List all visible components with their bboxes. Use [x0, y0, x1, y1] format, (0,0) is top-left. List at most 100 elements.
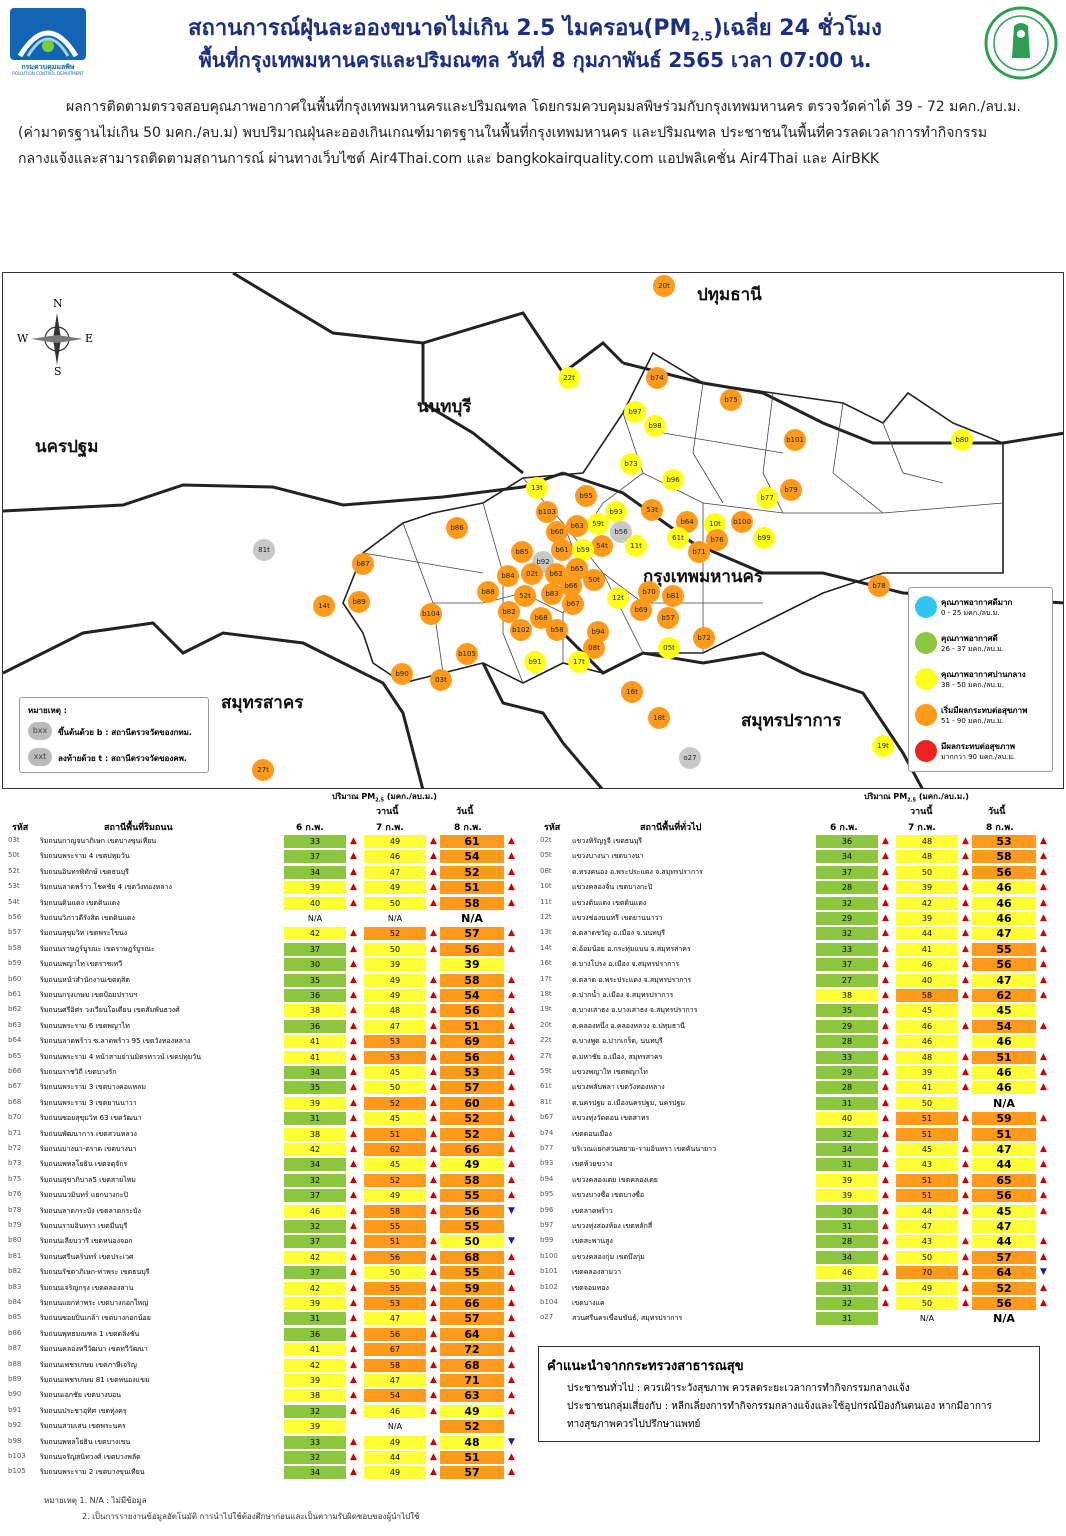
station-name: แขวงหิรัญรูจี เขตธนบุรี	[572, 837, 643, 845]
pm-value: 42	[284, 1143, 346, 1156]
pm-value: 36	[284, 1327, 346, 1341]
pm-value: 38	[816, 989, 878, 1002]
pm-value: 49	[364, 1435, 426, 1449]
trend-up-icon: ▲	[882, 1113, 889, 1124]
pm-value: 47	[972, 1143, 1036, 1156]
table-row: 05t แขวงบางนา เขตบางนา 34 ▲ 48 ▲ 58 ▲	[540, 849, 1060, 864]
pm-value: 39	[440, 958, 504, 972]
table-row: b89 ริมถนนเพชรเกษม 81 เขตหนองแขม 39 ▲ 47 ▲ 71 ▲	[8, 1373, 528, 1388]
pm-value: 46	[896, 958, 958, 972]
pm-value: 32	[816, 1127, 878, 1141]
pm-value: 41	[284, 1035, 346, 1049]
station-marker: b63	[566, 515, 588, 537]
station-marker: b97	[624, 401, 646, 423]
pm-value: N/A	[364, 1420, 426, 1434]
pm-value: N/A	[440, 912, 504, 925]
pm-value: 40	[896, 973, 958, 987]
intro-line: (ค่ามาตรฐานไม่เกิน 50 มคก./ลบ.ม) พบปริมา…	[18, 125, 988, 141]
footnote: หมายเหตุ 1. N/A : ไม่มีข้อมูล 2. เป็นการ…	[44, 1493, 419, 1525]
trend-up-icon: ▲	[350, 1405, 357, 1416]
pm-value: 50	[896, 1297, 958, 1310]
table-row: b68 ริมถนนพระราม 3 เขตยานนาวา 39 ▲ 52 ▲ 60 ▲	[8, 1096, 528, 1111]
table-row: 18t ต.ปากน้ำ อ.เมือง จ.สมุทรปราการ 38 ▲ 58 ▲ 6…	[540, 988, 1060, 1003]
pm-value: 30	[284, 958, 346, 972]
pm-value: 61	[440, 835, 504, 848]
pm-value: 31	[284, 1112, 346, 1126]
table-row: b82 ริมถนนรัชดาภิเษก-ท่าพระ เขตธนบุรี 37 ▲ 5…	[8, 1265, 528, 1280]
pm-value: 49	[896, 1281, 958, 1295]
pm-value: 47	[896, 1220, 958, 1233]
station-code: b91	[8, 1405, 22, 1414]
station-code: b58	[8, 943, 22, 952]
trend-up-icon: ▲	[962, 1282, 969, 1293]
station-marker: b73	[620, 453, 642, 475]
table-row: b81 ริมถนนศรีนครินทร์ เขตประเวศ 42 ▲ 56 ▲ 68 ▲	[8, 1250, 528, 1265]
station-marker: b58	[546, 619, 568, 641]
station-code: b94	[540, 1174, 554, 1183]
trend-up-icon: ▲	[350, 1251, 357, 1262]
page-title: สถานการณ์ฝุ่นละอองขนาดไม่เกิน 2.5 ไมครอน…	[188, 16, 882, 44]
trend-up-icon: ▲	[350, 1020, 357, 1031]
date-header: 7 ก.พ.	[908, 823, 936, 833]
station-code: b56	[8, 913, 22, 921]
note-text: ลงท้ายด้วย t : สถานีตรวจวัดของคพ.	[58, 754, 187, 763]
station-marker: b60	[546, 521, 568, 543]
trend-up-icon: ▲	[350, 1174, 357, 1185]
pm-value: 28	[816, 1035, 878, 1049]
trend-up-icon: ▲	[962, 882, 969, 893]
pm-value: 37	[284, 1189, 346, 1203]
pm-value: 52	[364, 1096, 426, 1110]
pm-value: 44	[896, 1204, 958, 1218]
legend-swatch	[915, 668, 937, 690]
trend-up-icon: ▲	[508, 866, 515, 877]
pm-value: 50	[364, 1266, 426, 1280]
table-row: b90 ริมถนนเอกชัย เขตบางบอน 38 ▲ 54 ▲ 63 ▲	[8, 1388, 528, 1403]
station-name: ต.ปากน้ำ อ.เมือง จ.สมุทรปราการ	[572, 991, 674, 999]
station-code: 12t	[540, 913, 552, 921]
pm-value: 66	[440, 1297, 504, 1310]
trend-up-icon: ▲	[430, 1128, 437, 1139]
station-code: b57	[8, 928, 22, 937]
pm-value: 58	[896, 989, 958, 1002]
pm-value: 54	[440, 989, 504, 1002]
pm-value: 32	[284, 1404, 346, 1418]
station-marker: 53t	[641, 499, 663, 521]
station-code: b76	[8, 1190, 22, 1199]
station-code: 13t	[540, 928, 552, 937]
trend-up-icon: ▲	[508, 1036, 515, 1047]
table-row: b83 ริมถนนเจริญกรุง เขตคลองสาน 42 ▲ 55 ▲ 59 ▲	[8, 1281, 528, 1296]
trend-up-icon: ▲	[962, 866, 969, 877]
trend-up-icon: ▲	[882, 990, 889, 1000]
pm-value: 39	[284, 1420, 346, 1434]
station-name: ต.ตลาดขวัญ อ.เมือง จ.นนทบุรี	[572, 929, 665, 938]
pm-value: 50	[440, 1235, 504, 1249]
station-code: 10t	[540, 882, 552, 891]
trend-up-icon: ▲	[882, 851, 889, 862]
pm-value: N/A	[364, 912, 426, 925]
trend-up-icon: ▲	[882, 1221, 889, 1231]
trend-up-icon: ▲	[430, 1267, 437, 1278]
pm-value: 46	[972, 1035, 1036, 1049]
trend-up-icon: ▲	[882, 913, 889, 923]
table-row: b94 แขวงคลองเตย เขตคลองเตย 39 ▲ 51 ▲ 65 ▲	[540, 1173, 1060, 1188]
trend-up-icon: ▲	[882, 1159, 889, 1170]
pm-value: 56	[440, 942, 504, 956]
trend-up-icon: ▲	[508, 1344, 515, 1355]
station-code: 22t	[540, 1036, 552, 1045]
trend-up-icon: ▲	[350, 1144, 357, 1154]
station-name: ริมถนนรามอินทรา เขตมีนบุรี	[40, 1222, 128, 1230]
trend-up-icon: ▲	[430, 1174, 437, 1185]
trend-up-icon: ▲	[962, 1159, 969, 1170]
station-name: ริมถนนเพชรเกษม เขตภาษีเจริญ	[40, 1360, 137, 1369]
today-header: วันนี้	[988, 807, 1006, 817]
station-code: 59t	[540, 1067, 552, 1075]
trend-up-icon: ▲	[1040, 1144, 1047, 1154]
trend-up-icon: ▲	[430, 1313, 437, 1324]
station-marker: 59t	[587, 513, 609, 535]
trend-up-icon: ▲	[1040, 913, 1047, 923]
pm-value: 39	[284, 1096, 346, 1110]
station-code: b77	[540, 1144, 554, 1152]
pm-value: N/A	[284, 912, 346, 925]
table-row: o27 สวนศรีนครเขื่อนขันธ์, สมุทรปราการ 31 N/…	[540, 1311, 1060, 1326]
pm-value: 58	[440, 896, 504, 910]
